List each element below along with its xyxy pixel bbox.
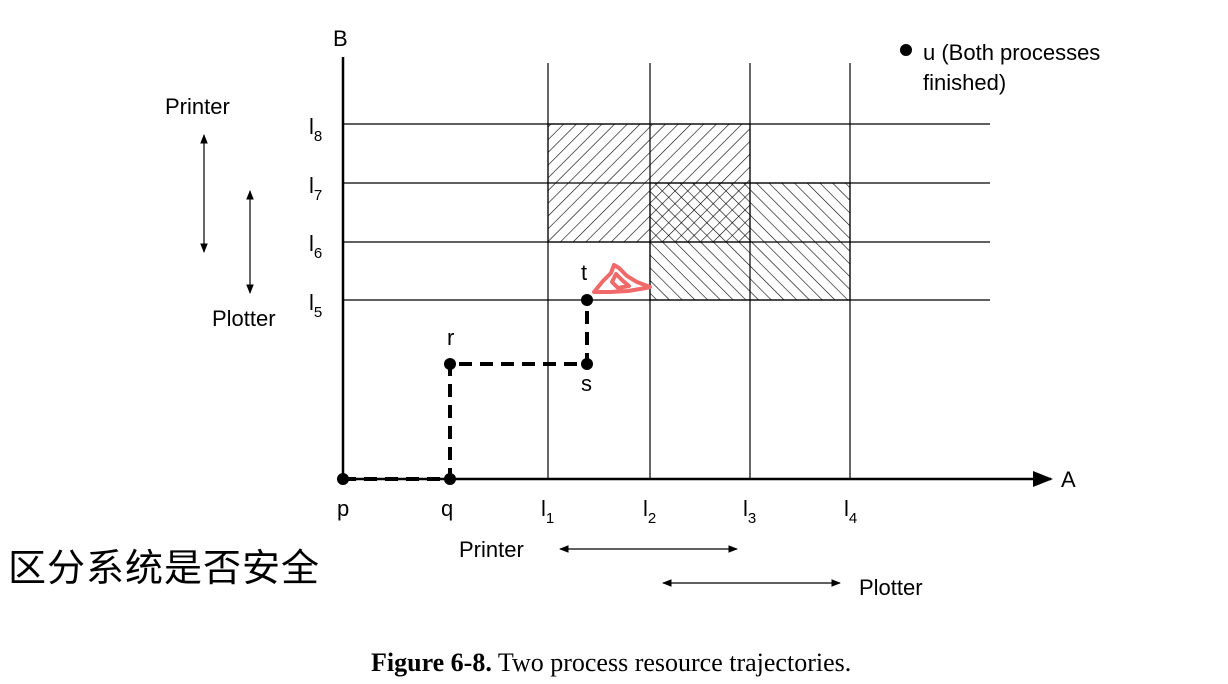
- trajectory-path: [343, 300, 589, 481]
- label-s: s: [581, 371, 592, 396]
- x-tick-l3: l3: [743, 496, 756, 527]
- caption-label: Figure 6-8.: [371, 648, 492, 677]
- y-axis-title: B: [333, 26, 348, 51]
- y-tick-l6: l6: [309, 231, 322, 262]
- handwritten-annotation: 区分系统是否安全: [8, 546, 321, 590]
- y-tick-l5: l5: [309, 290, 322, 321]
- plotter-conflict-region: [649, 182, 851, 301]
- point-t: [581, 294, 593, 306]
- x-tick-l1: l1: [541, 496, 554, 527]
- legend-line-2: finished): [923, 70, 1006, 95]
- legend-point-u: [900, 44, 912, 56]
- point-q: [444, 473, 456, 485]
- y-tick-l8: l8: [309, 114, 322, 145]
- point-r: [444, 358, 456, 370]
- label-r: r: [447, 325, 454, 350]
- handwritten-mark: [592, 263, 652, 294]
- a-plotter-label: Plotter: [859, 575, 923, 600]
- caption-text: Two process resource trajectories.: [497, 648, 852, 677]
- point-p: [337, 473, 349, 485]
- x-axis-title: A: [1061, 467, 1076, 492]
- label-q: q: [441, 496, 453, 521]
- y-tick-l7: l7: [309, 173, 322, 204]
- b-printer-label: Printer: [165, 94, 230, 119]
- label-p: p: [337, 496, 349, 521]
- x-tick-l2: l2: [643, 496, 656, 527]
- trajectory-points: [337, 44, 912, 485]
- label-t: t: [581, 260, 587, 285]
- legend-line-1: u (Both processes: [923, 40, 1100, 65]
- a-printer-label: Printer: [459, 537, 524, 562]
- x-tick-l4: l4: [844, 496, 857, 527]
- b-plotter-label: Plotter: [212, 306, 276, 331]
- figure-caption: Figure 6-8. Two process resource traject…: [371, 648, 851, 678]
- point-s: [581, 358, 593, 370]
